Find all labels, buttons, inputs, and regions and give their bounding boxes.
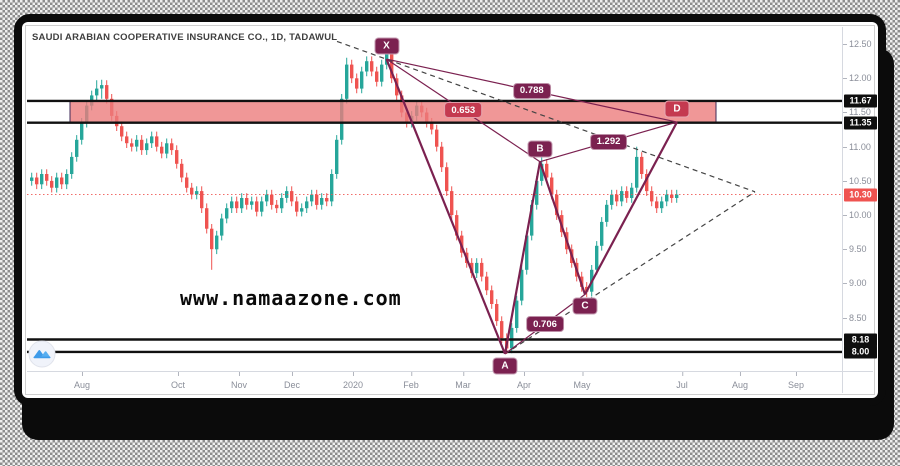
pattern-point-X-badge[interactable]: X	[374, 37, 399, 55]
price-tick-label: 12.50	[843, 39, 872, 50]
pattern-ratio-AC-badge[interactable]: 0.706	[526, 316, 564, 333]
time-tick-label: Feb	[403, 372, 419, 390]
time-tick-label: Oct	[170, 372, 186, 390]
time-tick-label: 2020	[342, 372, 364, 390]
time-tick-label: Aug	[731, 372, 749, 390]
supply-zone-band[interactable]	[69, 100, 717, 124]
pattern-point-D-badge[interactable]: D	[664, 100, 690, 118]
watermark-text: www.namaazone.com	[180, 286, 402, 310]
time-tick-label: Nov	[230, 372, 248, 390]
price-tick-label: 9.00	[843, 278, 867, 289]
price-tick-label: 12.00	[843, 73, 872, 84]
price-axis-separator	[842, 27, 843, 393]
time-tick-label: Mar	[455, 372, 471, 390]
pattern-ratio-XB-badge[interactable]: 0.653	[444, 102, 483, 119]
price-badge-10.30: 10.30	[844, 188, 877, 202]
time-tick-label: Dec	[283, 372, 301, 390]
pattern-ratio-XD-badge[interactable]: 0.788	[512, 82, 551, 99]
price-tick-label: 11.50	[843, 107, 871, 118]
price-badge-8.00: 8.00	[844, 345, 877, 359]
chart-window: SAUDI ARABIAN COOPERATIVE INSURANCE CO.,…	[14, 14, 886, 406]
tradingview-logo-icon[interactable]	[28, 340, 56, 368]
time-axis-separator	[27, 371, 873, 372]
price-tick-label: 10.50	[843, 175, 872, 186]
chart-stage[interactable]: SAUDI ARABIAN COOPERATIVE INSURANCE CO.,…	[22, 22, 878, 398]
price-badge-11.35: 11.35	[844, 116, 877, 130]
chart-canvas[interactable]	[22, 22, 878, 398]
pattern-point-B-badge[interactable]: B	[527, 140, 553, 158]
time-tick-label: Sep	[787, 372, 805, 390]
horizontal-levels[interactable]	[27, 99, 842, 354]
price-badge-11.67: 11.67	[844, 94, 877, 108]
price-badge-8.18: 8.18	[844, 333, 877, 347]
time-tick-label: Apr	[516, 372, 532, 390]
time-tick-label: Jul	[676, 372, 688, 390]
time-axis[interactable]: Aug Oct Nov Dec 2020 Feb Mar Apr May Jul Aug Sep	[22, 372, 842, 398]
time-tick-label: May	[573, 372, 591, 390]
pattern-point-A-badge[interactable]: A	[492, 357, 518, 375]
price-tick-label: 10.00	[843, 210, 872, 221]
price-tick-label: 11.00	[843, 141, 871, 152]
pattern-point-C-badge[interactable]: C	[572, 297, 598, 315]
pattern-ratio-BD-badge[interactable]: 1.292	[589, 133, 628, 150]
symbol-title[interactable]: SAUDI ARABIAN COOPERATIVE INSURANCE CO.,…	[32, 32, 338, 43]
time-tick-label: Aug	[73, 372, 91, 390]
price-tick-label: 8.50	[843, 312, 867, 323]
price-axis[interactable]: 12.50 12.00 11.50 11.00 10.50 10.00 9.50 9.00 8.…	[843, 22, 878, 371]
price-tick-label: 9.50	[843, 244, 867, 255]
